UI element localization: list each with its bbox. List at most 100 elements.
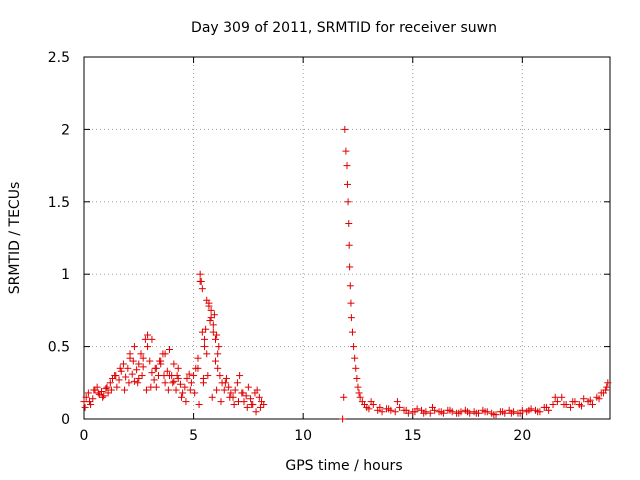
data-point-marker [102, 385, 110, 393]
data-point-marker [107, 386, 115, 394]
data-point-marker [348, 328, 356, 336]
data-points [80, 125, 612, 423]
data-point-marker [185, 370, 193, 378]
data-point-marker [125, 379, 133, 387]
data-point-marker [385, 405, 393, 413]
data-point-marker [350, 343, 358, 351]
data-point-marker [150, 376, 158, 384]
data-point-marker [99, 393, 107, 401]
data-point-marker [402, 406, 410, 414]
y-tick-label: 1.5 [48, 195, 70, 211]
data-point-marker [221, 379, 229, 387]
data-point-marker [174, 374, 182, 382]
data-point-marker [157, 357, 165, 365]
data-point-marker [352, 364, 360, 372]
data-point-marker [113, 383, 121, 391]
data-point-marker [242, 392, 250, 400]
data-point-marker [89, 395, 97, 403]
data-point-marker [256, 403, 264, 411]
data-point-marker [212, 335, 219, 343]
data-point-marker [139, 354, 147, 362]
y-tick-labels: 0 0.5 1 1.5 2 2.5 [48, 50, 70, 428]
data-point-marker [187, 379, 195, 387]
data-point-marker [353, 374, 361, 382]
data-point-marker [343, 180, 351, 188]
data-point-marker [106, 379, 114, 387]
data-point-marker [196, 270, 204, 278]
data-point-marker [230, 401, 238, 409]
data-point-marker [141, 335, 149, 343]
data-point-marker [411, 408, 419, 416]
data-point-marker [599, 389, 607, 397]
data-point-marker [428, 403, 436, 411]
data-point-marker [396, 403, 404, 411]
data-point-marker [420, 409, 428, 417]
data-point-marker [227, 389, 235, 397]
data-point-marker [135, 374, 143, 382]
data-point-marker [239, 389, 247, 397]
data-point-marker [100, 392, 108, 400]
data-point-marker [165, 345, 173, 353]
data-point-marker [354, 383, 362, 391]
x-tick-label: 0 [80, 428, 89, 444]
data-point-marker [588, 401, 596, 409]
data-point-marker [170, 360, 178, 368]
y-tick-label: 2.5 [48, 50, 70, 66]
data-point-marker [346, 263, 354, 271]
data-point-marker [129, 357, 137, 365]
data-point-marker [204, 372, 212, 380]
data-point-marker [220, 386, 228, 394]
data-point-marker [181, 383, 189, 391]
data-point-marker [340, 393, 348, 401]
data-point-marker [426, 409, 434, 417]
data-point-marker [202, 325, 210, 333]
data-point-marker [163, 367, 171, 375]
data-point-marker [214, 364, 222, 372]
data-point-marker [542, 403, 550, 411]
data-point-marker [138, 372, 146, 380]
data-point-marker [201, 335, 209, 343]
data-point-marker [139, 363, 147, 371]
data-point-marker [356, 393, 364, 401]
x-tick-label: 20 [513, 428, 531, 444]
data-point-marker [134, 379, 142, 387]
data-point-marker [567, 403, 575, 411]
data-point-marker [481, 408, 489, 416]
data-point-marker [365, 405, 373, 413]
data-point-marker [130, 377, 138, 385]
data-point-marker [137, 350, 145, 358]
data-point-marker [148, 335, 156, 343]
data-point-marker [195, 401, 203, 409]
data-point-marker [178, 393, 186, 401]
data-point-marker [507, 409, 515, 417]
data-point-marker [212, 357, 219, 365]
data-point-marker [121, 386, 129, 394]
data-point-marker [116, 364, 124, 372]
data-point-marker [103, 383, 111, 391]
data-point-marker [205, 302, 213, 310]
data-point-marker [201, 343, 209, 351]
data-point-marker [174, 364, 182, 372]
data-point-marker [199, 374, 207, 382]
data-point-marker [85, 398, 93, 406]
data-point-marker [130, 343, 138, 351]
data-point-marker [260, 401, 268, 409]
data-point-marker [339, 415, 347, 423]
data-point-marker [206, 317, 214, 325]
data-point-marker [346, 282, 354, 290]
data-point-marker [578, 402, 586, 410]
x-tick-label: 5 [189, 428, 198, 444]
data-point-marker [176, 380, 184, 388]
data-point-marker [210, 311, 218, 319]
data-point-marker [124, 364, 132, 372]
data-point-marker [126, 350, 134, 358]
data-point-marker [198, 285, 206, 293]
data-point-marker [82, 393, 90, 401]
data-point-marker [549, 401, 557, 409]
data-point-marker [194, 364, 202, 372]
y-tick-label: 0 [61, 412, 70, 428]
data-point-marker [215, 343, 223, 351]
data-point-marker [142, 386, 150, 394]
data-point-marker [194, 354, 202, 362]
